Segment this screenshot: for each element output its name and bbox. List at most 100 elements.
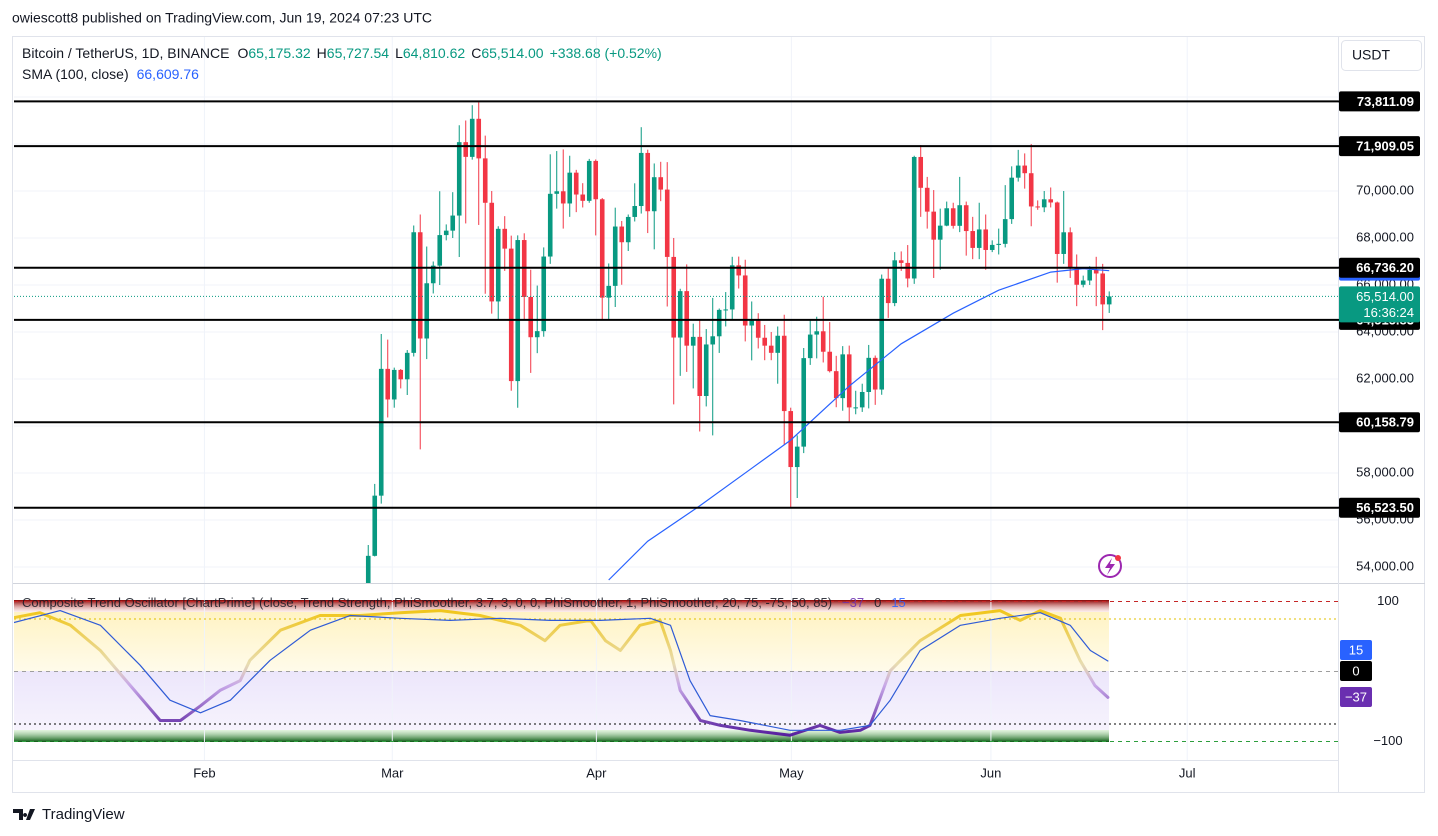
candle-body [463, 142, 469, 157]
candle-body [866, 357, 872, 392]
candle-body [1035, 206, 1041, 208]
candle-body [736, 265, 742, 276]
candle-body [716, 309, 722, 337]
x-tick-label: Apr [586, 765, 607, 780]
candle-body [1093, 269, 1099, 274]
symbol-title: Bitcoin / TetherUS, 1D, BINANCE [22, 45, 229, 61]
ohlc-key: C [471, 45, 481, 61]
candle-body [385, 368, 391, 400]
candle-body [456, 142, 462, 216]
candle-body [931, 211, 937, 240]
ohlc-value: 64,810.62 [403, 45, 465, 61]
candle-body [482, 158, 488, 203]
candle-body [885, 278, 891, 304]
icon-dot[interactable] [1115, 555, 1121, 561]
candle-body [840, 354, 846, 399]
candle-body [957, 205, 963, 226]
candle-body [1028, 173, 1034, 207]
candle-body [807, 334, 813, 359]
candle-body [593, 160, 599, 200]
candle-body [911, 156, 917, 279]
ohlc-key: H [317, 45, 327, 61]
x-tick-label: Mar [381, 765, 404, 780]
candle-body [580, 194, 586, 201]
candle-body [606, 285, 612, 298]
ohlc-value: 65,514.00 [481, 45, 543, 61]
osc-value-label: 15 [1349, 642, 1363, 657]
candle-body [417, 232, 423, 339]
candle-body [404, 352, 410, 380]
candle-body [625, 216, 631, 243]
candle-body [450, 215, 456, 231]
candle-body [924, 187, 930, 212]
candle-body [794, 446, 800, 468]
currency-label[interactable]: USDT [1352, 47, 1391, 63]
osc-bands [14, 600, 1109, 742]
lightning-icon[interactable] [1098, 554, 1122, 578]
last-price-box [1339, 286, 1420, 323]
candle-body [443, 230, 449, 236]
osc-band [14, 612, 1109, 671]
sma-line [608, 267, 1110, 581]
level-label: 66,736.20 [1356, 260, 1414, 275]
ohlc-value: 65,727.54 [327, 45, 389, 61]
candle-body [963, 205, 969, 232]
candle-body [541, 256, 547, 332]
candle-body [534, 331, 540, 338]
chart-frame [12, 36, 1425, 793]
level-box [1339, 497, 1420, 518]
candle-body [801, 358, 807, 447]
candle-body [664, 189, 670, 257]
icon-bolt[interactable] [1105, 558, 1115, 575]
oscillator-line [14, 609, 1110, 737]
level-label: 71,909.05 [1356, 139, 1414, 154]
candle-body [859, 391, 865, 408]
candle-body [599, 199, 605, 298]
candle-body [1002, 219, 1008, 244]
candle-body [632, 206, 638, 217]
last-price-label: 65,514.00 [1356, 289, 1414, 304]
y-tick-label: 70,000.00 [1356, 182, 1414, 197]
logo-mark [13, 809, 35, 820]
level-box [1339, 136, 1420, 157]
x-tick-label: May [779, 765, 804, 780]
currency-button[interactable] [1341, 40, 1422, 71]
candle-body [892, 260, 898, 304]
osc-value-box [1340, 687, 1372, 707]
candle-body [612, 226, 618, 286]
candle-body [749, 320, 755, 326]
candle-body [515, 240, 521, 382]
candle-body [690, 336, 696, 346]
candle-body [989, 244, 995, 250]
candle-body [1054, 202, 1060, 254]
candle-body [898, 260, 904, 263]
brand-name: TradingView [42, 806, 125, 823]
candle-body [1087, 269, 1093, 281]
x-tick-label: Jul [1179, 765, 1196, 780]
candle-body [567, 172, 573, 204]
level-box [1339, 412, 1420, 433]
candle-body [1022, 165, 1028, 174]
candle-body [755, 320, 761, 338]
candle-body [788, 411, 794, 468]
candle-body [833, 371, 839, 399]
candle-body [820, 331, 826, 352]
ohlc-value: 65,175.32 [248, 45, 310, 61]
level-label: 73,811.09 [1357, 94, 1414, 109]
level-label: 60,158.79 [1356, 415, 1414, 430]
candle-body [1106, 296, 1112, 305]
candle-body [976, 229, 982, 248]
candle-body [879, 278, 885, 390]
countdown-label: 16:36:24 [1363, 305, 1414, 320]
candle-body [619, 226, 625, 243]
candle-body [1009, 177, 1015, 220]
candle-body [781, 335, 787, 412]
level-label: 56,523.50 [1356, 500, 1414, 515]
candle-body [547, 193, 553, 257]
sma-value: 66,609.76 [137, 66, 199, 82]
candle-body [1061, 232, 1067, 254]
brand-logo: TradingView [13, 806, 125, 823]
icon-circle[interactable] [1098, 554, 1122, 578]
candle-body [469, 118, 475, 157]
